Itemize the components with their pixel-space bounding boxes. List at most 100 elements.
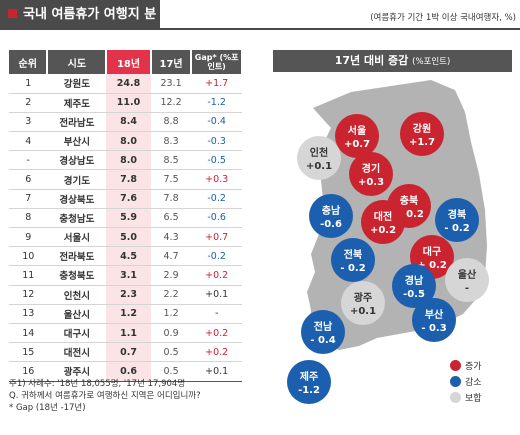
region-cell: 충청북도 bbox=[47, 265, 107, 286]
legend-item: 감소 bbox=[450, 376, 482, 392]
gap-cell: +0.3 bbox=[191, 169, 242, 190]
legend-swatch bbox=[450, 376, 461, 387]
table-row: 9 서울시 5.0 4.3 +0.7 bbox=[9, 227, 242, 248]
value-2017-cell: 4.3 bbox=[150, 227, 192, 248]
value-2018-cell: 8.0 bbox=[106, 150, 151, 171]
rank-cell: 1 bbox=[9, 74, 48, 94]
bubble-region-label: 광주 bbox=[354, 292, 372, 304]
gap-cell: -0.2 bbox=[191, 189, 242, 209]
rank-cell: 15 bbox=[9, 342, 48, 363]
gap-cell: -0.2 bbox=[191, 246, 242, 267]
region-bubble: 충남 -0.6 bbox=[309, 194, 353, 238]
footnote-sample: 주1) 사례수: '18년 18,055명, '17년 17,904명 bbox=[9, 379, 186, 389]
bubble-region-label: 제주 bbox=[300, 370, 318, 383]
table-row: 4 부산시 8.0 8.3 -0.3 bbox=[9, 131, 242, 152]
value-2017-cell: 0.5 bbox=[150, 342, 192, 363]
value-2018-cell: 1.2 bbox=[106, 304, 151, 324]
bubble-circle bbox=[301, 310, 345, 354]
header: 국내 여름휴가 여행지 분포 (여름휴가 기간 1박 이상 국내여행자, %) bbox=[0, 0, 520, 52]
value-2017-cell: 4.7 bbox=[150, 246, 192, 267]
value-2017-cell: 12.2 bbox=[150, 93, 192, 113]
rank-cell: 16 bbox=[9, 361, 48, 382]
value-2018-cell: 3.1 bbox=[106, 265, 151, 286]
bubble-value-label: +0.1 bbox=[306, 161, 332, 172]
table-row: 7 경상북도 7.6 7.8 -0.2 bbox=[9, 189, 242, 209]
bubble-region-label: 충북 bbox=[400, 194, 418, 207]
value-2017-cell: 8.3 bbox=[150, 131, 192, 152]
table-row: 1 강원도 24.8 23.1 +1.7 bbox=[9, 74, 242, 94]
value-2017-cell: 7.8 bbox=[150, 189, 192, 209]
map-title-text: 17년 대비 증감 bbox=[334, 54, 409, 67]
bubble-region-label: 강원 bbox=[413, 122, 431, 135]
table-row: 15 대전시 0.7 0.5 +0.2 bbox=[9, 342, 242, 363]
value-2018-cell: 2.3 bbox=[106, 285, 151, 305]
table-row: - 경상남도 8.0 8.5 -0.5 bbox=[9, 150, 242, 171]
gap-cell: +0.7 bbox=[191, 227, 242, 248]
value-2018-cell: 11.0 bbox=[106, 93, 151, 113]
value-2017-cell: 7.5 bbox=[150, 169, 192, 190]
value-2017-cell: 23.1 bbox=[150, 74, 192, 94]
value-2018-cell: 24.8 bbox=[106, 74, 151, 94]
rank-cell: 9 bbox=[9, 227, 48, 248]
gap-cell: -1.2 bbox=[191, 93, 242, 113]
gap-cell: +1.7 bbox=[191, 74, 242, 94]
rank-cell: 3 bbox=[9, 112, 48, 133]
table-row: 14 대구시 1.1 0.9 +0.2 bbox=[9, 323, 242, 344]
bubble-circle bbox=[341, 281, 385, 325]
bubble-value-label: +0.2 bbox=[370, 225, 396, 236]
table-row: 12 인천시 2.3 2.2 +0.1 bbox=[9, 285, 242, 305]
bubble-circle bbox=[400, 112, 444, 156]
legend-item: 증가 bbox=[450, 360, 482, 376]
region-cell: 서울시 bbox=[47, 227, 107, 248]
bubble-value-label: -1.2 bbox=[298, 385, 320, 396]
gap-cell: -0.5 bbox=[191, 150, 242, 171]
region-bubble: 서울 +0.7 bbox=[335, 114, 379, 158]
bubble-circle bbox=[309, 194, 353, 238]
table-row: 6 경기도 7.8 7.5 +0.3 bbox=[9, 169, 242, 190]
value-2018-cell: 0.7 bbox=[106, 342, 151, 363]
footnote-gap: * Gap (18년 -17년) bbox=[9, 403, 86, 413]
gap-cell: +0.1 bbox=[191, 285, 242, 305]
rank-cell: 2 bbox=[9, 93, 48, 113]
region-bubble: 경기 +0.3 bbox=[349, 152, 393, 196]
bubble-region-label: 경남 bbox=[405, 274, 424, 287]
bubble-circle bbox=[335, 114, 379, 158]
bubble-circle bbox=[435, 198, 479, 242]
region-cell: 부산시 bbox=[47, 131, 107, 152]
bubble-value-label: + 0.2 bbox=[394, 209, 424, 220]
map-legend: 증가 감소 보합 bbox=[450, 360, 482, 408]
bubble-circle bbox=[331, 238, 375, 282]
bubble-circle bbox=[445, 258, 489, 302]
bubble-region-label: 전남 bbox=[314, 320, 333, 333]
col-2018: 18년 bbox=[106, 50, 152, 74]
value-2018-cell: 0.6 bbox=[106, 361, 151, 382]
region-cell: 전라북도 bbox=[47, 246, 107, 267]
value-2018-cell: 7.8 bbox=[106, 169, 151, 190]
value-2017-cell: 2.2 bbox=[150, 285, 192, 305]
rank-cell: 11 bbox=[9, 265, 48, 286]
ranking-table: 순위 시도 18년 17년 Gap* (%포인트) 1 강원도 24.8 23.1 +1… bbox=[9, 50, 243, 382]
bubble-value-label: +0.7 bbox=[344, 139, 370, 150]
bubble-value-label: +1.7 bbox=[409, 137, 435, 148]
rank-cell: 12 bbox=[9, 285, 48, 305]
rank-cell: 7 bbox=[9, 189, 48, 209]
value-2017-cell: 0.5 bbox=[150, 361, 192, 382]
bubble-circle bbox=[361, 200, 405, 244]
col-2017: 17년 bbox=[150, 50, 193, 74]
gap-cell: +0.1 bbox=[191, 361, 242, 382]
bubble-region-label: 경기 bbox=[362, 162, 380, 175]
bubble-region-label: 충남 bbox=[322, 204, 341, 217]
bubble-region-label: 대구 bbox=[423, 245, 441, 258]
bubble-region-label: 경북 bbox=[448, 208, 466, 221]
bubble-value-label: - 0.3 bbox=[421, 323, 446, 334]
value-2018-cell: 5.0 bbox=[106, 227, 151, 248]
region-bubble: 인천 +0.1 bbox=[297, 136, 341, 180]
region-cell: 대구시 bbox=[47, 323, 107, 344]
region-cell: 제주도 bbox=[47, 93, 107, 113]
gap-cell: +0.2 bbox=[191, 323, 242, 344]
bubble-region-label: 전북 bbox=[344, 248, 362, 261]
header-note: (여름휴가 기간 1박 이상 국내여행자, %) bbox=[370, 13, 516, 23]
map-title-unit: (%포인트) bbox=[412, 57, 451, 67]
region-bubble: 전북 - 0.2 bbox=[331, 238, 375, 282]
bubble-value-label: + 0.2 bbox=[417, 260, 447, 271]
